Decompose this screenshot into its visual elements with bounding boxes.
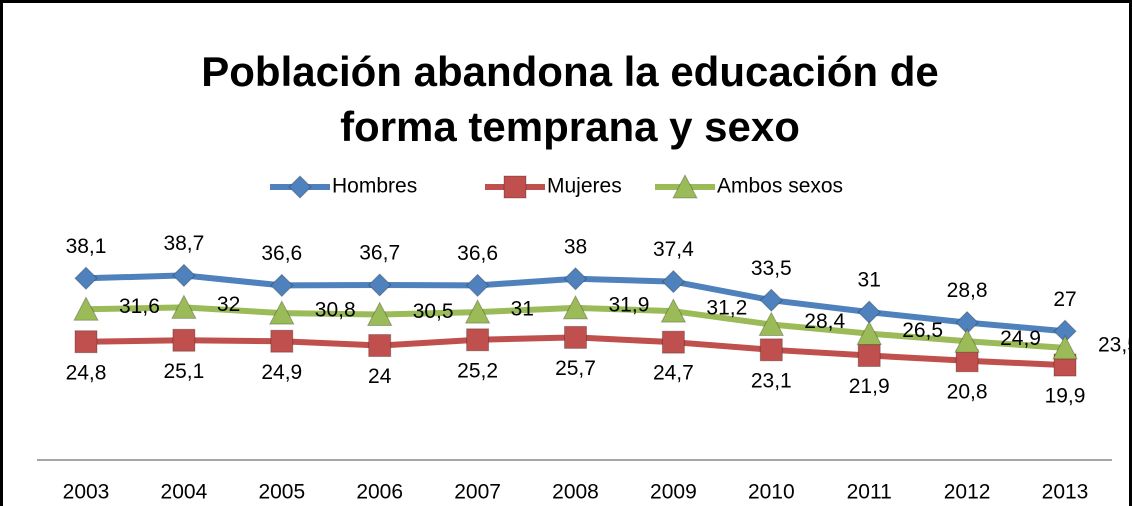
data-label: 25,1 (163, 360, 204, 383)
data-label: 23,5 (1098, 333, 1132, 356)
data-label: 38,1 (66, 235, 107, 258)
data-label: 24,8 (66, 361, 107, 384)
marker (672, 173, 698, 199)
data-label: 31,9 (609, 293, 650, 316)
x-tick-label: 2010 (748, 481, 795, 504)
data-label: 20,8 (947, 380, 988, 403)
x-tick-label: 2009 (650, 481, 697, 504)
marker (366, 301, 393, 327)
marker (465, 273, 490, 298)
marker (660, 298, 687, 323)
legend-label: Hombres (332, 175, 417, 198)
marker (288, 175, 312, 199)
marker (268, 300, 295, 325)
data-label: 25,2 (457, 359, 498, 382)
data-label: 33,5 (751, 257, 792, 280)
marker (368, 334, 392, 358)
x-tick-label: 2013 (1042, 481, 1089, 504)
x-tick-label: 2008 (552, 481, 599, 504)
data-label: 19,9 (1045, 385, 1086, 408)
data-label: 24,9 (261, 361, 302, 384)
marker (73, 296, 99, 321)
marker (464, 299, 491, 324)
marker (367, 273, 392, 297)
marker (270, 329, 294, 353)
marker (954, 328, 980, 353)
data-label: 21,9 (849, 375, 890, 398)
data-label: 24,9 (1000, 327, 1041, 350)
data-label: 38,7 (163, 232, 204, 255)
marker (661, 330, 685, 354)
data-label: 30,8 (315, 299, 356, 322)
data-label: 30,5 (413, 300, 454, 323)
data-label: 31 (511, 298, 534, 321)
legend-label: Mujeres (547, 175, 622, 198)
data-label: 32 (217, 293, 240, 316)
legend-label: Ambos sexos (717, 175, 843, 198)
marker (172, 263, 196, 288)
data-label: 28,4 (804, 310, 845, 333)
data-label: 36,7 (359, 241, 400, 264)
marker (564, 325, 587, 349)
data-label: 31,2 (706, 297, 747, 320)
marker (857, 344, 881, 368)
data-label: 28,8 (947, 279, 988, 302)
marker (74, 330, 98, 354)
marker (758, 311, 785, 337)
x-tick-label: 2004 (161, 481, 208, 504)
data-label: 24,7 (653, 362, 694, 385)
data-label: 31 (858, 269, 881, 292)
marker (466, 328, 490, 352)
marker (661, 269, 686, 294)
x-tick-label: 2006 (356, 481, 403, 504)
marker (270, 273, 294, 298)
data-label: 27 (1053, 288, 1076, 311)
marker (171, 294, 197, 319)
data-label: 25,7 (555, 357, 596, 380)
x-tick-label: 2005 (258, 481, 305, 504)
marker (856, 320, 883, 346)
data-label: 36,6 (457, 242, 498, 265)
chart-title: Población abandona la educación de forma … (201, 48, 938, 150)
marker (955, 349, 979, 373)
data-label: 31,6 (119, 295, 160, 318)
x-tick-label: 2012 (944, 481, 991, 504)
data-label: 38 (564, 235, 587, 258)
marker (503, 175, 527, 199)
marker (74, 266, 98, 290)
marker (562, 294, 589, 320)
data-label: 26,5 (902, 319, 943, 342)
marker (563, 267, 588, 291)
data-label: 36,6 (261, 242, 302, 265)
marker (759, 338, 783, 362)
x-tick-label: 2007 (454, 481, 501, 504)
data-label: 37,4 (653, 238, 694, 261)
data-label: 24 (368, 365, 392, 388)
x-tick-label: 2003 (63, 481, 110, 504)
marker (759, 288, 784, 312)
marker (172, 328, 196, 352)
data-label: 23,1 (751, 369, 792, 392)
x-tick-label: 2011 (847, 481, 892, 504)
marker (1052, 334, 1078, 360)
